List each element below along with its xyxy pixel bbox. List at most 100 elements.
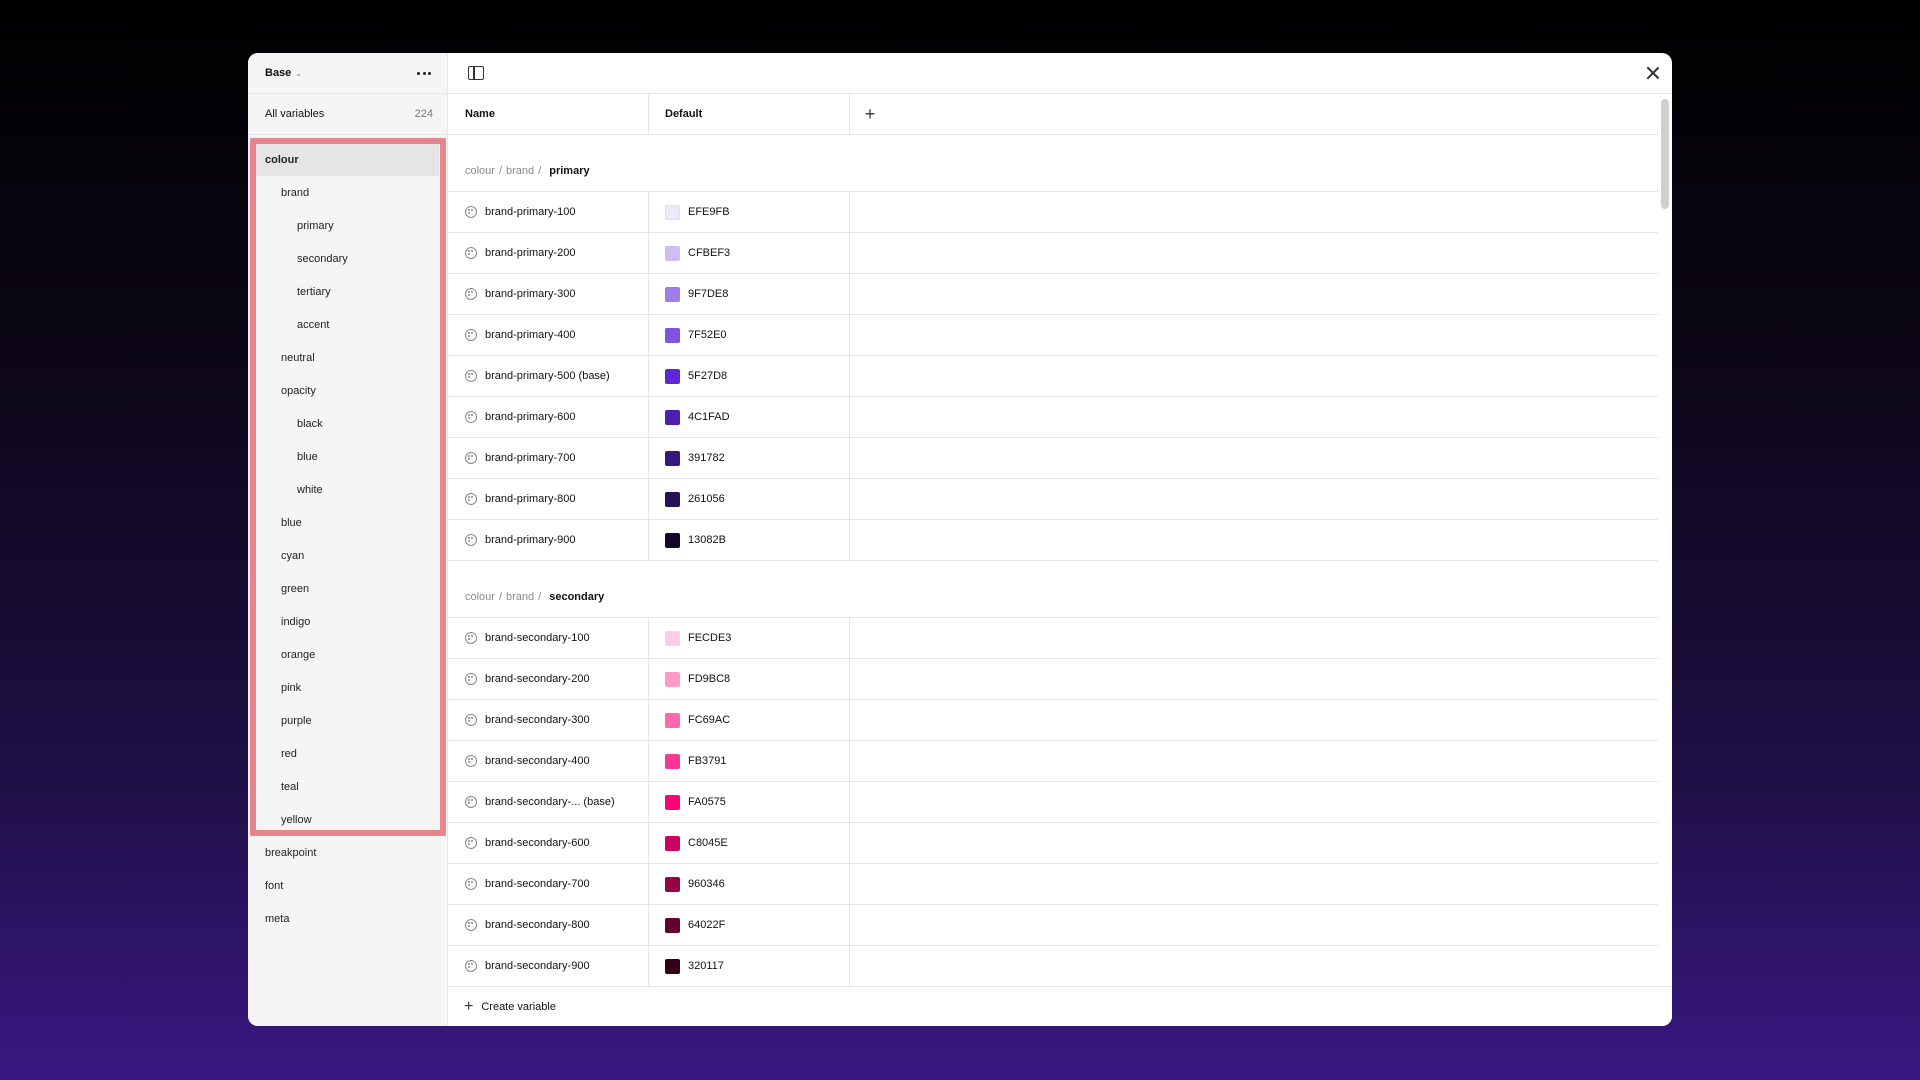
scrollbar[interactable] — [1658, 94, 1672, 986]
table-row[interactable]: brand-secondary-300 FC69AC — [448, 700, 1658, 741]
table-row[interactable]: brand-secondary-200 FD9BC8 — [448, 659, 1658, 700]
add-mode-button[interactable]: + — [850, 94, 890, 134]
sidebar-item-teal[interactable]: teal — [281, 780, 299, 793]
variable-value-cell[interactable]: 960346 — [649, 864, 850, 904]
color-swatch[interactable] — [665, 491, 680, 507]
sidebar-item-tertiary[interactable]: tertiary — [297, 285, 331, 298]
variable-name-cell[interactable]: brand-primary-200 — [448, 233, 649, 273]
variable-value-cell[interactable]: EFE9FB — [649, 192, 850, 232]
variable-name-cell[interactable]: brand-secondary-300 — [448, 700, 649, 740]
table-row[interactable]: brand-primary-400 7F52E0 — [448, 315, 1658, 356]
sidebar-item-indigo[interactable]: indigo — [281, 615, 311, 628]
table-row[interactable]: brand-secondary-800 64022F — [448, 905, 1658, 946]
sidebar-item-orange[interactable]: orange — [281, 648, 316, 661]
color-swatch[interactable] — [665, 835, 680, 851]
table-row[interactable]: brand-secondary-600 C8045E — [448, 823, 1658, 864]
table-row[interactable]: brand-primary-100 EFE9FB — [448, 192, 1658, 233]
color-swatch[interactable] — [665, 794, 680, 810]
color-swatch[interactable] — [665, 753, 680, 769]
variable-name-cell[interactable]: brand-secondary-900 — [448, 946, 649, 986]
sidebar-item-red[interactable]: red — [281, 747, 297, 760]
sidebar-item-brand[interactable]: brand — [281, 186, 310, 199]
color-swatch[interactable] — [665, 630, 680, 646]
variable-name-cell[interactable]: brand-primary-700 — [448, 438, 649, 478]
table-row[interactable]: brand-primary-900 13082B — [448, 520, 1658, 561]
sidebar-item-white[interactable]: white — [297, 483, 323, 496]
close-icon[interactable] — [1646, 66, 1660, 80]
color-swatch[interactable] — [665, 712, 680, 728]
variable-name-cell[interactable]: brand-secondary-800 — [448, 905, 649, 945]
color-swatch[interactable] — [665, 327, 680, 343]
table-row[interactable]: brand-primary-200 CFBEF3 — [448, 233, 1658, 274]
table-row[interactable]: brand-primary-700 391782 — [448, 438, 1658, 479]
sidebar-item-font[interactable]: font — [265, 879, 284, 892]
variable-name-cell[interactable]: brand-primary-400 — [448, 315, 649, 355]
table-row[interactable]: brand-primary-500 (base) 5F27D8 — [448, 356, 1658, 397]
variable-value-cell[interactable]: FA0575 — [649, 782, 850, 822]
sidebar-item-yellow[interactable]: yellow — [281, 813, 312, 826]
variable-value-cell[interactable]: 5F27D8 — [649, 356, 850, 396]
sidebar-item-blue[interactable]: blue — [297, 450, 318, 463]
color-swatch[interactable] — [665, 532, 680, 548]
variable-name-cell[interactable]: brand-primary-300 — [448, 274, 649, 314]
variable-value-cell[interactable]: FB3791 — [649, 741, 850, 781]
default-column-header[interactable]: Default — [649, 94, 850, 134]
variable-value-cell[interactable]: FD9BC8 — [649, 659, 850, 699]
table-row[interactable]: brand-primary-600 4C1FAD — [448, 397, 1658, 438]
variable-value-cell[interactable]: 320117 — [649, 946, 850, 986]
variable-name-cell[interactable]: brand-secondary-200 — [448, 659, 649, 699]
sidebar-item-pink[interactable]: pink — [281, 681, 302, 694]
table-row[interactable]: brand-primary-800 261056 — [448, 479, 1658, 520]
color-swatch[interactable] — [665, 286, 680, 302]
sidebar-item-neutral[interactable]: neutral — [281, 351, 315, 364]
variable-value-cell[interactable]: FC69AC — [649, 700, 850, 740]
sidebar-item-blue[interactable]: blue — [281, 516, 302, 529]
sidebar-item-black[interactable]: black — [297, 417, 323, 430]
all-variables-item[interactable]: All variables 224 — [248, 94, 447, 135]
table-row[interactable]: brand-secondary-100 FECDE3 — [448, 618, 1658, 659]
color-swatch[interactable] — [665, 245, 680, 261]
color-swatch[interactable] — [665, 409, 680, 425]
table-row[interactable]: brand-secondary-400 FB3791 — [448, 741, 1658, 782]
sidebar-item-opacity[interactable]: opacity — [281, 384, 316, 397]
collection-selector[interactable]: Base ⌄ — [265, 67, 302, 79]
variable-name-cell[interactable]: brand-secondary-600 — [448, 823, 649, 863]
color-swatch[interactable] — [665, 917, 680, 933]
variable-name-cell[interactable]: brand-secondary-... (base) — [448, 782, 649, 822]
table-row[interactable]: brand-secondary-... (base) FA0575 — [448, 782, 1658, 823]
sidebar-item-primary[interactable]: primary — [297, 219, 334, 232]
color-swatch[interactable] — [665, 876, 680, 892]
table-row[interactable]: brand-primary-300 9F7DE8 — [448, 274, 1658, 315]
variable-value-cell[interactable]: C8045E — [649, 823, 850, 863]
color-swatch[interactable] — [665, 368, 680, 384]
color-swatch[interactable] — [665, 450, 680, 466]
variable-value-cell[interactable]: 391782 — [649, 438, 850, 478]
variable-value-cell[interactable]: CFBEF3 — [649, 233, 850, 273]
variable-name-cell[interactable]: brand-primary-500 (base) — [448, 356, 649, 396]
sidebar-item-meta[interactable]: meta — [265, 912, 290, 925]
sidebar-item-colour[interactable]: colour — [256, 143, 439, 176]
color-swatch[interactable] — [665, 671, 680, 687]
sidebar-item-secondary[interactable]: secondary — [297, 252, 348, 265]
variable-name-cell[interactable]: brand-secondary-400 — [448, 741, 649, 781]
sidebar-item-green[interactable]: green — [281, 582, 310, 595]
sidebar-toggle-icon[interactable] — [468, 66, 484, 80]
table-row[interactable]: brand-secondary-700 960346 — [448, 864, 1658, 905]
sidebar-item-purple[interactable]: purple — [281, 714, 312, 727]
sidebar-item-accent[interactable]: accent — [297, 318, 330, 331]
variable-value-cell[interactable]: 4C1FAD — [649, 397, 850, 437]
variable-value-cell[interactable]: 13082B — [649, 520, 850, 560]
scrollbar-thumb[interactable] — [1661, 99, 1669, 209]
variable-name-cell[interactable]: brand-primary-600 — [448, 397, 649, 437]
table-row[interactable]: brand-secondary-900 320117 — [448, 946, 1658, 986]
variable-name-cell[interactable]: brand-secondary-100 — [448, 618, 649, 658]
sidebar-item-breakpoint[interactable]: breakpoint — [265, 846, 317, 859]
more-horizontal-icon[interactable] — [411, 66, 437, 81]
sidebar-item-cyan[interactable]: cyan — [281, 549, 305, 562]
variable-name-cell[interactable]: brand-primary-900 — [448, 520, 649, 560]
variable-value-cell[interactable]: 64022F — [649, 905, 850, 945]
variable-value-cell[interactable]: 261056 — [649, 479, 850, 519]
variable-value-cell[interactable]: 7F52E0 — [649, 315, 850, 355]
create-variable-button[interactable]: + Create variable — [448, 986, 1672, 1026]
color-swatch[interactable] — [665, 204, 680, 220]
